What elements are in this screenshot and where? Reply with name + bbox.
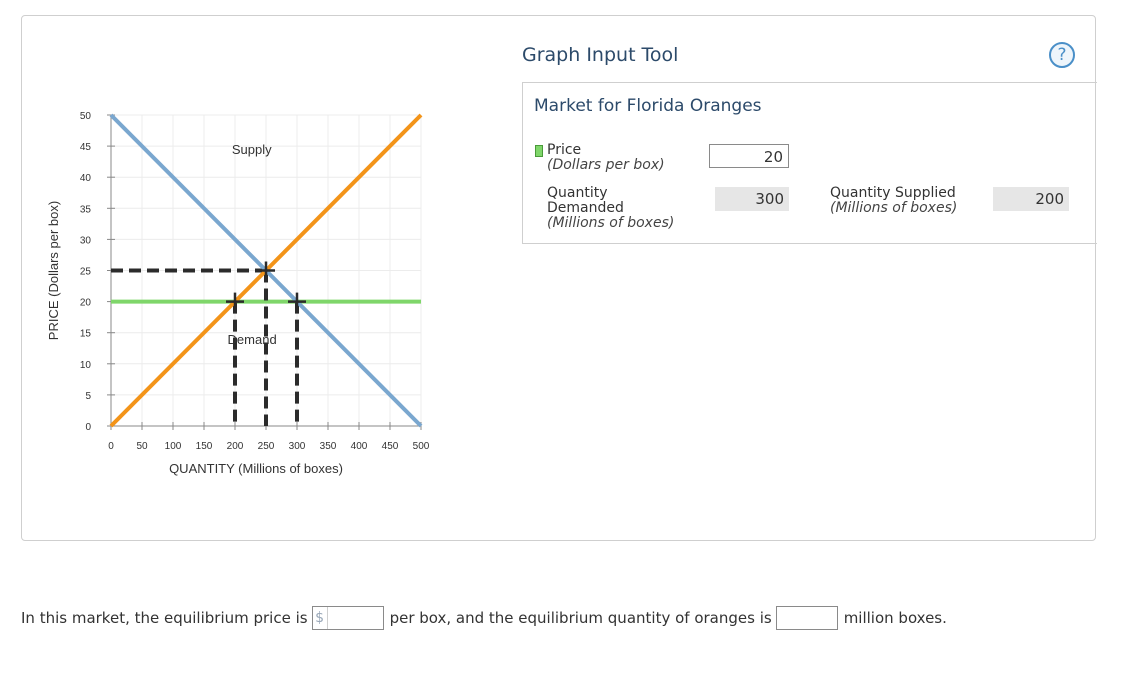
price-label-text: Price <box>547 142 582 158</box>
x-axis-label: QUANTITY (Millions of boxes) <box>169 461 343 476</box>
price-swatch-icon <box>535 145 543 157</box>
market-title: Market for Florida Oranges <box>534 96 762 116</box>
equilibrium-quantity-input[interactable] <box>775 606 838 630</box>
y-tick-label: 20 <box>80 298 92 309</box>
x-tick-label: 200 <box>227 441 244 452</box>
price-input[interactable]: 20 <box>709 144 789 168</box>
qs-units: (Millions of boxes) <box>830 200 958 216</box>
qd-label-line2: Demanded <box>547 200 624 216</box>
x-tick-label: 100 <box>165 441 182 452</box>
graph-input-tool: Graph Input Tool ? Market for Florida Or… <box>522 16 1097 244</box>
x-tick-label: 250 <box>258 441 275 452</box>
price-label: Price (Dollars per box) <box>547 143 665 173</box>
demand-label: Demand <box>228 332 277 347</box>
supply-label: Supply <box>232 142 272 157</box>
y-tick-label: 5 <box>85 391 91 402</box>
qs-label-text: Quantity Supplied <box>830 185 956 201</box>
x-tick-label: 500 <box>413 441 430 452</box>
quantity-supplied-value: 200 <box>993 187 1069 211</box>
y-tick-label: 0 <box>85 422 91 433</box>
y-tick-label: 25 <box>80 267 92 278</box>
quantity-demanded-label: Quantity Demanded (Millions of boxes) <box>547 186 674 231</box>
question-part3: million boxes. <box>843 609 947 627</box>
dollar-sign-icon: $ <box>313 607 328 629</box>
x-tick-label: 450 <box>382 441 399 452</box>
x-tick-label: 0 <box>108 441 114 452</box>
quantity-supplied-label: Quantity Supplied (Millions of boxes) <box>830 186 957 216</box>
y-axis-label: PRICE (Dollars per box) <box>46 201 61 340</box>
x-tick-label: 150 <box>196 441 213 452</box>
question-part1: In this market, the equilibrium price is <box>21 609 308 627</box>
y-tick-label: 40 <box>80 173 92 184</box>
x-tick-label: 400 <box>351 441 368 452</box>
quantity-demanded-value: 300 <box>715 187 789 211</box>
equilibrium-price-input[interactable]: $ <box>311 606 384 630</box>
x-tick-label: 350 <box>320 441 337 452</box>
question-part2: per box, and the equilibrium quantity of… <box>389 609 772 627</box>
y-tick-label: 50 <box>80 111 92 122</box>
y-tick-label: 35 <box>80 204 92 215</box>
graph-panel: 0 5 10 15 20 25 30 35 40 45 50 0 50 100 150 200 250 300 35… <box>21 15 1097 542</box>
price-units: (Dollars per box) <box>547 157 665 173</box>
x-tick-label: 300 <box>289 441 306 452</box>
y-tick-label: 15 <box>80 329 92 340</box>
y-tick-label: 10 <box>80 360 92 371</box>
tool-title: Graph Input Tool <box>522 44 679 66</box>
qd-label-line1: Quantity <box>547 185 608 201</box>
input-table: Market for Florida Oranges Price (Dollar… <box>522 82 1097 244</box>
question-sentence: In this market, the equilibrium price is… <box>21 605 947 631</box>
qd-units: (Millions of boxes) <box>547 215 675 231</box>
y-tick-label: 45 <box>80 142 92 153</box>
x-tick-label: 50 <box>136 441 148 452</box>
help-icon[interactable]: ? <box>1049 42 1075 68</box>
y-tick-label: 30 <box>80 235 92 246</box>
